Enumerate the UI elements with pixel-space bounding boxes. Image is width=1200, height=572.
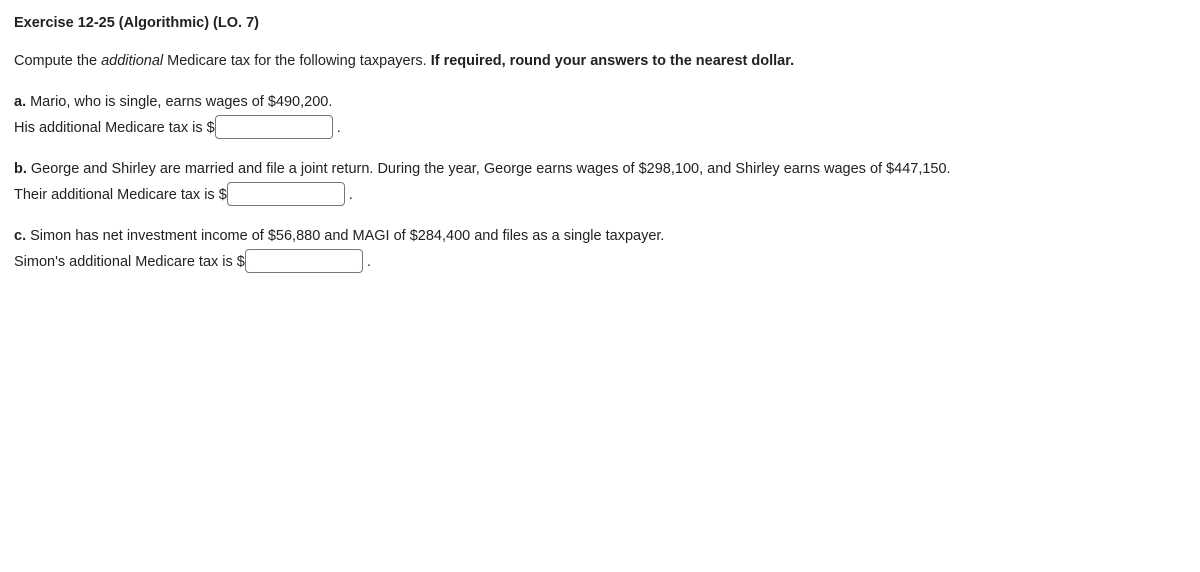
prompt-mid: Medicare tax for the following taxpayers… <box>163 53 431 69</box>
part-a-label: a. <box>14 94 26 110</box>
part-a-text: Mario, who is single, earns wages of $49… <box>30 94 332 110</box>
part-c-answer-line: Simon's additional Medicare tax is $. <box>14 249 1186 273</box>
part-c-text: Simon has net investment income of $56,8… <box>30 228 664 244</box>
part-a-answer-input[interactable] <box>215 115 333 139</box>
part-b-period: . <box>349 187 353 203</box>
part-b-text: George and Shirley are married and file … <box>31 161 951 177</box>
part-b-answer-pre: Their additional Medicare tax is $ <box>14 187 227 203</box>
part-a-period: . <box>337 120 341 136</box>
part-a: a.Mario, who is single, earns wages of $… <box>14 91 1186 140</box>
prompt-italic: additional <box>101 53 163 69</box>
part-c-answer-pre: Simon's additional Medicare tax is $ <box>14 254 245 270</box>
part-a-answer-line: His additional Medicare tax is $. <box>14 115 1186 139</box>
part-c-period: . <box>367 254 371 270</box>
part-a-answer-pre: His additional Medicare tax is $ <box>14 120 215 136</box>
part-b-answer-input[interactable] <box>227 182 345 206</box>
part-c: c.Simon has net investment income of $56… <box>14 225 1186 274</box>
exercise-prompt: Compute the additional Medicare tax for … <box>14 50 1186 72</box>
exercise-title: Exercise 12-25 (Algorithmic) (LO. 7) <box>14 12 1186 34</box>
part-c-question: c.Simon has net investment income of $56… <box>14 225 1186 247</box>
part-c-label: c. <box>14 228 26 244</box>
prompt-bold: If required, round your answers to the n… <box>431 53 794 69</box>
part-b-label: b. <box>14 161 27 177</box>
part-b: b.George and Shirley are married and fil… <box>14 158 1186 207</box>
part-a-question: a.Mario, who is single, earns wages of $… <box>14 91 1186 113</box>
part-b-question: b.George and Shirley are married and fil… <box>14 158 1186 180</box>
prompt-pre: Compute the <box>14 53 101 69</box>
part-c-answer-input[interactable] <box>245 249 363 273</box>
part-b-answer-line: Their additional Medicare tax is $. <box>14 182 1186 206</box>
